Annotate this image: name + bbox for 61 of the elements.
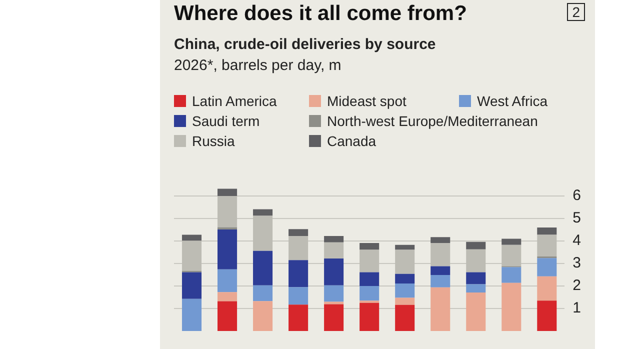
y-tick-label: 6 <box>572 187 581 204</box>
bar <box>502 267 522 283</box>
bar <box>324 258 344 286</box>
bar <box>430 274 450 288</box>
bar <box>324 236 344 242</box>
bar <box>466 242 486 250</box>
bar <box>395 244 415 250</box>
bar <box>288 304 308 331</box>
bar <box>360 243 380 250</box>
y-tick-label: 1 <box>572 300 581 317</box>
bar <box>288 260 308 288</box>
bar <box>253 209 273 216</box>
chart-subtitle: China, crude-oil deliveries by source <box>174 36 436 53</box>
bar <box>218 269 238 292</box>
bar <box>537 258 557 276</box>
bar <box>430 266 450 275</box>
bar <box>466 284 486 293</box>
bar <box>253 250 273 286</box>
bar <box>395 274 415 284</box>
bar <box>360 272 380 286</box>
legend-label: Latin America <box>191 93 278 109</box>
bar <box>502 282 522 331</box>
legend-label: Saudi term <box>191 113 261 129</box>
bar <box>218 301 238 331</box>
legend-label: North-west Europe/Mediterranean <box>326 113 539 129</box>
bar <box>395 284 415 298</box>
bar <box>288 287 308 305</box>
bar <box>182 298 202 331</box>
text: 2026*, barrels per day, m <box>174 57 342 74</box>
bar <box>288 229 308 236</box>
bar <box>360 302 380 331</box>
y-tick-label: 2 <box>572 277 581 294</box>
bar <box>253 285 273 302</box>
bar <box>324 242 344 259</box>
bar <box>182 234 202 241</box>
bar <box>502 238 522 245</box>
bar <box>218 292 238 302</box>
bar <box>430 287 450 331</box>
bar <box>324 304 344 331</box>
bar <box>430 237 450 244</box>
bar <box>324 285 344 302</box>
bar <box>218 230 238 270</box>
legend-label: Canada <box>326 133 378 149</box>
y-tick-label: 5 <box>572 210 581 227</box>
legend-label: West Africa <box>476 93 549 109</box>
bar <box>253 301 273 331</box>
bar <box>395 304 415 331</box>
bar <box>537 300 557 331</box>
bar <box>466 292 486 331</box>
bar <box>466 272 486 284</box>
chart-title: Where does it all come from? <box>174 2 467 26</box>
y-tick-label: 4 <box>572 232 581 250</box>
bar <box>182 272 202 299</box>
bar <box>360 286 380 301</box>
legend-label: Russia <box>191 133 236 149</box>
bar <box>537 228 557 235</box>
y-tick-label: 3 <box>572 254 581 272</box>
bar <box>537 276 557 301</box>
bar <box>218 188 238 196</box>
bar <box>395 298 415 305</box>
legend-label: Mideast spot <box>326 93 408 109</box>
